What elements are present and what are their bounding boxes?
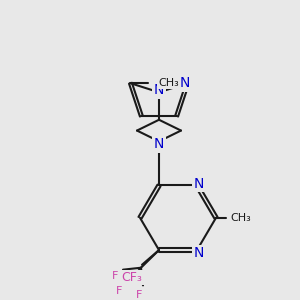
Text: N: N [194,176,204,190]
Text: F: F [136,290,142,300]
Text: N: N [154,137,164,151]
Text: N: N [179,76,190,90]
Text: CH₃: CH₃ [158,78,179,88]
Text: F: F [112,271,118,281]
Text: F: F [116,286,122,296]
Text: CF₃: CF₃ [122,271,142,284]
Text: CH₃: CH₃ [230,213,251,223]
Text: N: N [194,246,204,260]
Text: N: N [154,83,164,97]
